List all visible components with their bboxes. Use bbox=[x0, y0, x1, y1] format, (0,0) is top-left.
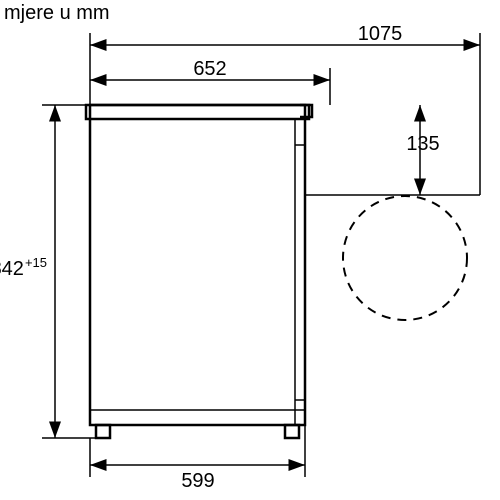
dim-top-inner-label: 652 bbox=[193, 58, 226, 80]
appliance-side-view bbox=[86, 105, 312, 438]
dim-bottom-width-label: 599 bbox=[181, 470, 214, 492]
dim-right-upper-label: 135 bbox=[406, 133, 439, 155]
diagram-title: mjere u mm bbox=[4, 2, 110, 25]
dim-top-outer-label: 1075 bbox=[358, 23, 403, 45]
door-swing-circle bbox=[343, 196, 467, 320]
dimension-diagram: 1075 652 135 842+15 599 bbox=[0, 0, 500, 500]
dim-left-height-label: 842+15 bbox=[0, 255, 47, 280]
